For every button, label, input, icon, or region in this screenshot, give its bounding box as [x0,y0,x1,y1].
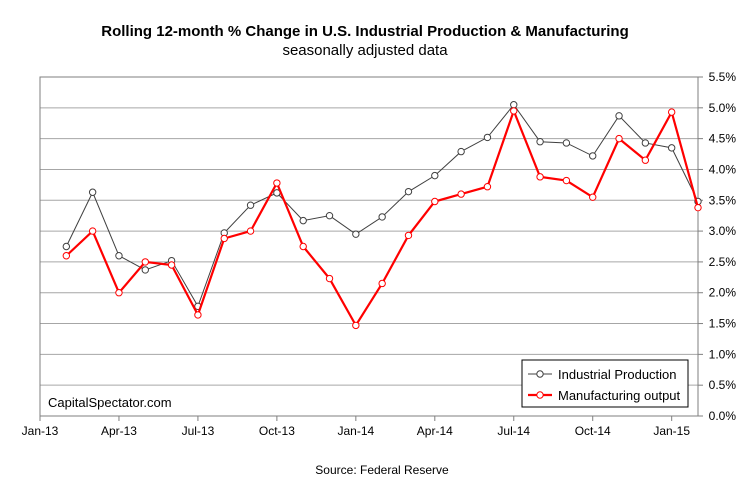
legend-label: Manufacturing output [558,388,681,403]
y-tick-label: 2.5% [709,255,737,269]
y-tick-label: 3.5% [709,193,737,207]
data-point [167,261,176,269]
data-point [641,156,650,164]
data-point [299,216,307,225]
plot-area-border [39,76,699,417]
data-point [246,201,255,209]
x-tick-label: Jan-13 [22,424,59,438]
y-tick-label: 1.5% [709,317,737,331]
data-point [615,134,623,143]
source-note: Source: Federal Reserve [315,463,449,477]
data-point [115,289,123,297]
data-point [325,211,334,220]
data-point [694,203,702,212]
data-point [352,230,360,238]
data-point [220,234,228,243]
y-tick-label: 2.0% [709,286,737,300]
x-tick-label: Jan-15 [653,424,690,438]
data-point [641,139,650,147]
legend-box [521,359,689,408]
legend-marker [536,370,544,378]
x-tick-label: Jul-13 [182,424,215,438]
x-tick-label: Jul-14 [497,424,530,438]
y-tick-label: 4.0% [709,162,737,176]
data-point [536,173,544,181]
y-axis: 0.0% 0.5% 1.0% 1.5% 2.0% 2.5% 3.0% 3.5% 4.0% 4.5%… [698,70,736,423]
data-point [246,227,255,235]
data-point [62,242,71,251]
data-point [378,279,386,288]
data-point [299,242,307,251]
data-point [431,171,439,180]
chart-subtitle: seasonally adjusted data [282,42,448,59]
data-point [615,112,623,120]
data-point [325,274,334,283]
legend-marker [536,391,544,399]
data-point [141,258,149,266]
y-tick-label: 1.0% [709,347,737,361]
data-point [536,138,544,146]
data-point [88,188,97,196]
data-point [589,152,597,160]
y-tick-label: 5.5% [709,70,737,84]
legend-label: Industrial Production [558,367,677,382]
data-point [141,266,149,274]
data-point [457,147,465,156]
y-tick-label: 3.0% [709,224,737,238]
data-point [404,187,413,196]
chart-title: Rolling 12-month % Change in U.S. Indust… [101,23,629,40]
data-point [273,179,281,187]
data-point [352,321,360,330]
data-point [62,252,71,260]
data-point [404,231,413,240]
y-tick-label: 4.5% [709,132,737,146]
data-point [483,183,492,191]
x-tick-label: Oct-13 [259,424,295,438]
gridlines [40,107,698,386]
legend: Industrial Production Manufacturing outpu… [521,359,689,408]
series-line [65,103,699,308]
y-tick-label: 5.0% [709,101,737,115]
watermark: CapitalSpectator.com [48,395,172,410]
data-point [562,176,571,185]
x-tick-label: Jan-14 [337,424,374,438]
data-point [431,197,439,206]
data-point [562,139,571,147]
data-point [667,144,676,152]
x-axis: Jan-13 Apr-13 Jul-13 Oct-13 Jan-14 Apr-14 Jul-… [22,416,690,438]
data-point [457,190,465,198]
data-point [483,133,492,142]
data-point [589,193,597,201]
x-tick-label: Apr-14 [417,424,453,438]
data-point [667,108,676,116]
x-tick-label: Apr-13 [101,424,137,438]
data-point [510,101,518,109]
y-tick-label: 0.5% [709,378,737,392]
data-point [115,252,123,260]
data-point [194,311,202,319]
y-tick-label: 0.0% [709,409,737,423]
data-point [88,227,97,235]
data-point [378,213,386,221]
series-layer [62,101,702,330]
x-tick-label: Oct-14 [575,424,611,438]
data-point [510,107,518,115]
